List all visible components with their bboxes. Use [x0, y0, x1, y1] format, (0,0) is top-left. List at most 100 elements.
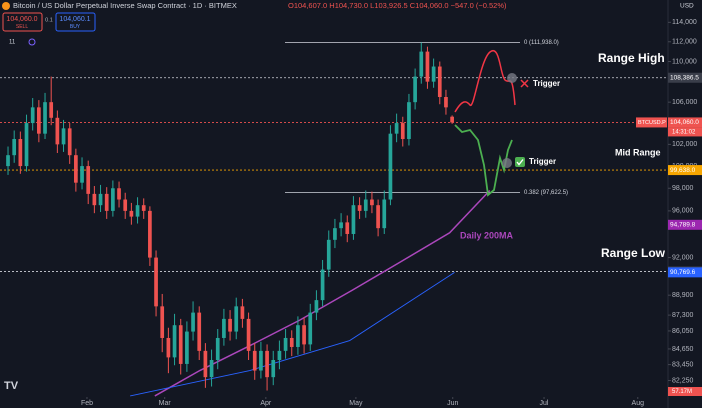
candle-body [185, 331, 189, 364]
candle-body [154, 257, 158, 307]
candle-body [67, 128, 72, 156]
candle-body [92, 193, 97, 206]
x-tick-label: Jun [447, 400, 458, 407]
ohlc: O104,607.0 H104,730.0 L103,926.5 C104,06… [288, 1, 507, 10]
candle-body [345, 222, 350, 234]
sell-button[interactable] [2, 12, 43, 32]
candle-body [382, 199, 387, 229]
price-tag [668, 72, 702, 83]
candle-body [326, 239, 331, 270]
candle-body [197, 312, 202, 351]
price-tag [668, 165, 702, 176]
candle-body [246, 318, 251, 351]
y-tick-label: 98,000 [672, 185, 694, 192]
candle-body [129, 210, 134, 217]
moving-average [154, 189, 491, 397]
candle-body [172, 325, 177, 358]
y-tick-label: 83,450 [672, 361, 694, 368]
plot [0, 41, 668, 397]
candle-body [252, 350, 257, 371]
candle-body [18, 139, 23, 167]
candle-body [30, 107, 35, 124]
candle-body [265, 350, 269, 378]
buy-label: BUY [70, 24, 81, 30]
candle-body [357, 205, 362, 211]
candle-body [431, 66, 436, 82]
candle-body [222, 318, 226, 338]
candle-body [271, 360, 276, 378]
candle-body [111, 188, 115, 211]
buy-button[interactable] [55, 12, 96, 32]
candle-body [37, 107, 41, 134]
check-icon [515, 157, 525, 167]
candle-body [277, 350, 282, 361]
candle-body [178, 325, 183, 364]
annotation: Trigger [533, 79, 560, 88]
candle-body [376, 205, 380, 229]
candle-body [425, 51, 430, 82]
candle-body [80, 166, 84, 183]
candle-body [191, 312, 195, 332]
price-tag-label: 104,060.0 [670, 119, 699, 126]
indicator-count: 11 [9, 40, 16, 46]
y-tick-label: 87,300 [672, 312, 694, 319]
trigger-marker [507, 73, 517, 83]
y-tick-label: 86,050 [672, 328, 694, 335]
price-tag-label: 108,386.5 [670, 74, 699, 81]
candle-body [61, 128, 66, 145]
candle-body [302, 325, 306, 345]
candle-body [339, 222, 343, 229]
sell-label: SELL [16, 24, 28, 30]
y-tick-label: 96,000 [672, 208, 694, 215]
candle-body [209, 360, 214, 378]
sell-price: 104,060.0 [6, 16, 37, 23]
x-tick-label: Aug [632, 400, 645, 407]
candle-body [98, 193, 103, 206]
candle-body [148, 210, 152, 258]
candle-body [12, 139, 17, 156]
candle-body [363, 199, 368, 211]
candle-body [259, 350, 263, 371]
fib-label: 0 (111,938.0) [524, 40, 559, 46]
x-tick-label: Mar [159, 400, 172, 407]
candle-body [117, 188, 121, 200]
fib-label: 0.382 (97,622.5) [524, 190, 568, 196]
candle-body [413, 76, 417, 103]
candle-body [437, 66, 442, 98]
cross-icon [520, 79, 529, 88]
y-tick-label: 110,000 [672, 58, 697, 65]
candle-body [104, 193, 109, 211]
header: Bitcoin / US Dollar Perpetual Inverse Sw… [2, 1, 507, 46]
annotation: Mid Range [615, 147, 661, 157]
y-tick-label: 92,000 [672, 254, 694, 261]
x-tick-label: Apr [260, 400, 272, 407]
logo: TV [4, 380, 19, 392]
candle-body [351, 205, 356, 234]
candle-body [283, 337, 288, 351]
price-tag [668, 267, 702, 278]
symbol-title: Bitcoin / US Dollar Perpetual Inverse Sw… [13, 1, 237, 10]
ma-label: Daily 200MA [460, 230, 514, 240]
candle-body [166, 337, 171, 358]
candle-body [203, 350, 208, 378]
y-tick-label: 88,900 [672, 292, 694, 299]
candle-body [141, 205, 146, 211]
candle-body [407, 102, 411, 140]
settings-icon[interactable] [28, 38, 36, 46]
buy-price: 104,060.1 [59, 16, 90, 23]
candle-body [215, 337, 220, 361]
price-tag-label: 90,769.6 [670, 269, 696, 276]
candle-body [49, 102, 54, 118]
candle-body [43, 102, 47, 134]
annotation: Trigger [529, 157, 556, 166]
candle-body [308, 312, 313, 345]
x-tick-label: Jul [540, 400, 549, 407]
candle-body [388, 133, 393, 200]
candle-body [24, 123, 29, 167]
candle-body [296, 325, 300, 347]
annotation: Range Low [601, 246, 666, 260]
candle-body [240, 306, 245, 319]
moving-average [130, 271, 455, 397]
y-tick-label: 82,250 [672, 377, 694, 384]
